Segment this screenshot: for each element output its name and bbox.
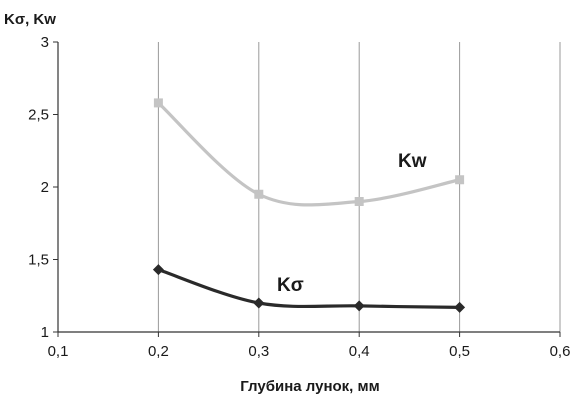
series-1-point — [353, 300, 365, 312]
grid — [157, 42, 561, 332]
y-tick-label: 1,5 — [28, 252, 49, 269]
y-tick-label: 1 — [41, 324, 49, 341]
series-0-point — [354, 197, 364, 206]
x-tick-label: 0,1 — [48, 343, 69, 360]
x-tick-label: 0,4 — [349, 343, 370, 360]
y-axis-title: Kσ, Kw — [4, 11, 56, 28]
x-tick-label: 0,5 — [449, 343, 470, 360]
series-0-line — [157, 101, 460, 207]
x-tick-label: 0,3 — [248, 343, 269, 360]
series-label-kw: Kw — [398, 151, 427, 172]
series-0-point — [455, 175, 465, 185]
series-label-ksigma: Kσ — [277, 275, 304, 296]
y-tick-label: 2 — [41, 179, 49, 196]
axes — [53, 41, 561, 337]
series-0-point — [254, 189, 264, 199]
y-tick-label: 3 — [41, 34, 49, 51]
y-tick-label: 2,5 — [28, 107, 49, 124]
series-1-line — [157, 268, 460, 309]
series-1-point — [454, 301, 466, 313]
series-1-point — [253, 297, 265, 309]
x-axis-title: Глубина лунок, мм — [240, 378, 379, 395]
x-tick-label: 0,2 — [148, 343, 169, 360]
x-tick-label: 0,6 — [550, 343, 571, 360]
series-labels: Kw Kσ — [277, 151, 427, 296]
series — [152, 98, 466, 313]
tick-labels: 0,1 0,2 0,3 0,4 0,5 0,6 1 1,5 2 2,5 3 — [28, 34, 570, 360]
series-1-point — [152, 264, 164, 276]
series-0-point — [153, 98, 163, 108]
